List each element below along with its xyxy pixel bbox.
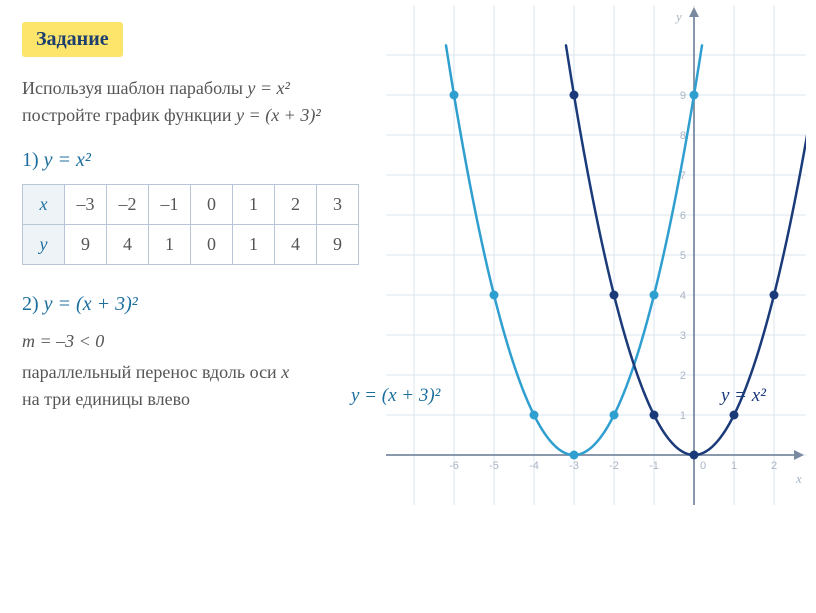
left-column: Задание Используя шаблон параболы y = x²… [22,22,382,413]
task-badge: Задание [22,22,123,57]
table-cell: 0 [191,225,233,265]
svg-text:3: 3 [680,330,686,342]
svg-text:4: 4 [680,290,686,302]
table-row: y 9 4 1 0 1 4 9 [23,225,359,265]
step2-formula: y = (x + 3)² [44,293,138,315]
svg-text:9: 9 [680,90,686,102]
svg-text:-6: -6 [449,460,459,472]
svg-text:5: 5 [680,250,686,262]
svg-text:-3: -3 [569,460,579,472]
table-cell: 1 [233,185,275,225]
svg-text:-2: -2 [609,460,619,472]
notes: m = –3 < 0 параллельный перенос вдоль ос… [22,328,382,413]
m-line: m = –3 < 0 [22,331,104,351]
table-cell: 1 [149,225,191,265]
table-cell: 4 [107,225,149,265]
table-cell: –1 [149,185,191,225]
table-cell: 0 [191,185,233,225]
curve2-label: y = (x + 3)² [351,385,440,407]
table-cell: –2 [107,185,149,225]
svg-text:1: 1 [680,410,686,422]
svg-text:0: 0 [700,460,706,472]
parabola-chart: -6-5-4-3-2-1121234567890xy [386,5,806,505]
svg-text:-4: -4 [529,460,539,472]
svg-text:-1: -1 [649,460,659,472]
svg-text:y: y [674,9,682,24]
table-cell: 1 [233,225,275,265]
values-table: x –3 –2 –1 0 1 2 3 y 9 4 1 0 1 4 9 [22,184,359,265]
svg-text:2: 2 [680,370,686,382]
svg-text:-5: -5 [489,460,499,472]
table-cell: 4 [275,225,317,265]
shift-line2: на три единицы влево [22,386,382,413]
step1-prefix: 1) [22,149,44,171]
chart-area: -6-5-4-3-2-1121234567890xy y = (x + 3)² … [386,5,806,505]
instr-line2-formula: y = (x + 3)² [236,105,321,125]
table-row: x –3 –2 –1 0 1 2 3 [23,185,359,225]
table-cell: 3 [317,185,359,225]
table-cell: –3 [65,185,107,225]
step2-label: 2) y = (x + 3)² [22,293,382,316]
row-label-x: x [23,185,65,225]
instruction: Используя шаблон параболы y = x² построй… [22,75,382,129]
instr-line2-prefix: постройте график функции [22,105,236,125]
instr-line1-formula: y = x² [247,78,290,98]
svg-text:1: 1 [731,460,737,472]
svg-text:2: 2 [771,460,777,472]
shift-line1: параллельный перенос вдоль оси [22,362,281,382]
step1-formula: y = x² [44,149,91,171]
curve1-label: y = x² [721,385,766,407]
svg-text:6: 6 [680,210,686,222]
table-cell: 2 [275,185,317,225]
shift-var: x [281,362,289,382]
step1-label: 1) y = x² [22,149,382,172]
row-label-y: y [23,225,65,265]
table-cell: 9 [317,225,359,265]
instr-line1-prefix: Используя шаблон параболы [22,78,247,98]
table-cell: 9 [65,225,107,265]
step2-prefix: 2) [22,293,44,315]
svg-text:x: x [795,471,802,486]
